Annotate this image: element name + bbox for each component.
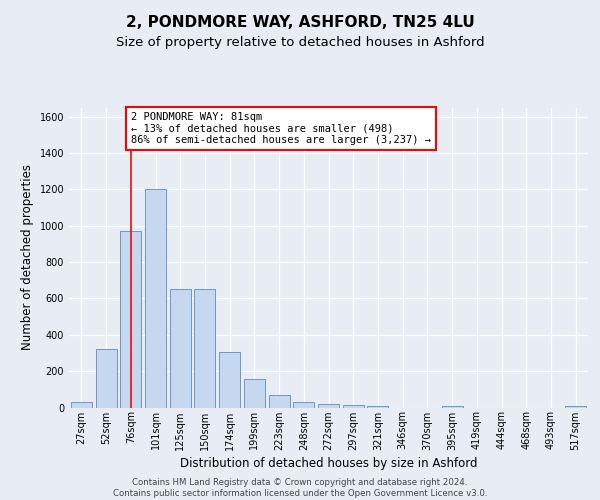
Bar [145,190,166,408]
Bar [343,405,364,407]
Text: 2, PONDMORE WAY, ASHFORD, TN25 4LU: 2, PONDMORE WAY, ASHFORD, TN25 4LU [125,15,475,30]
Bar [194,290,215,408]
Bar [269,395,290,407]
Bar [565,406,586,407]
Bar [442,406,463,407]
Bar [293,402,314,407]
Bar [120,231,141,408]
X-axis label: Distribution of detached houses by size in Ashford: Distribution of detached houses by size … [180,456,477,469]
Y-axis label: Number of detached properties: Number of detached properties [21,164,34,350]
Bar [318,404,339,407]
Bar [244,380,265,407]
Text: Size of property relative to detached houses in Ashford: Size of property relative to detached ho… [116,36,484,49]
Bar [367,406,388,407]
Bar [219,352,240,408]
Text: 2 PONDMORE WAY: 81sqm
← 13% of detached houses are smaller (498)
86% of semi-det: 2 PONDMORE WAY: 81sqm ← 13% of detached … [131,112,431,145]
Text: Contains HM Land Registry data © Crown copyright and database right 2024.
Contai: Contains HM Land Registry data © Crown c… [113,478,487,498]
Bar [71,402,92,407]
Bar [170,290,191,408]
Bar [95,350,116,408]
